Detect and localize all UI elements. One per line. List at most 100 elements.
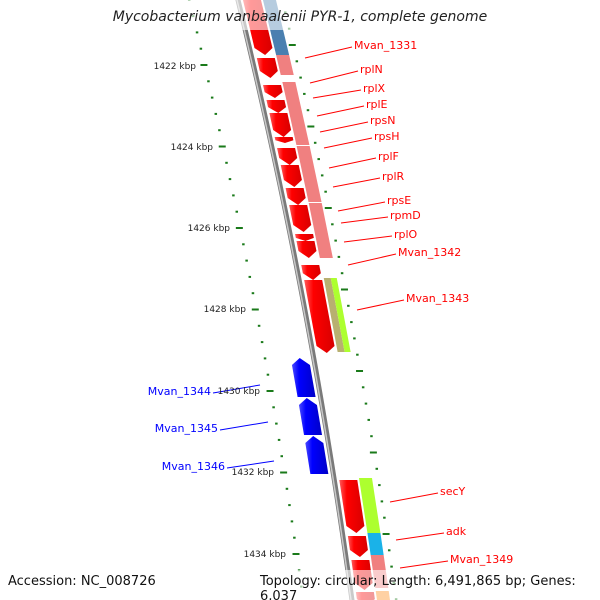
gene-label-rpmd[interactable]: rpmD <box>390 209 421 222</box>
gene-label-rpsh[interactable]: rpsH <box>374 130 400 143</box>
ruler-major-tick <box>200 64 208 66</box>
forward-gene <box>301 265 321 280</box>
forward-gene <box>285 188 306 205</box>
gene-label-mvan-1342[interactable]: Mvan_1342 <box>398 246 462 259</box>
ruler-major-tick <box>292 553 300 555</box>
ruler-minor-tick <box>207 80 210 83</box>
label-connectors <box>212 46 449 569</box>
ruler-minor-tick <box>195 31 199 34</box>
ruler-minor-tick <box>387 549 391 552</box>
label-connector <box>395 532 445 541</box>
ruler-minor-tick <box>225 161 228 164</box>
ruler-minor-tick <box>383 516 386 519</box>
label-connector <box>309 70 359 84</box>
ruler-minor-tick <box>275 422 278 425</box>
ruler-minor-tick <box>257 324 261 327</box>
forward-gene <box>289 205 312 232</box>
reverse-gene <box>298 398 323 435</box>
forward-gene <box>280 165 302 187</box>
ruler-minor-tick <box>306 109 310 112</box>
gene-label-mvan-1346[interactable]: Mvan_1346 <box>161 460 225 473</box>
gene-label-mvan-1344[interactable]: Mvan_1344 <box>147 385 211 398</box>
ruler-minor-tick <box>361 386 365 389</box>
ruler-minor-tick <box>380 500 384 503</box>
ruler-label: 1430 kbp <box>217 387 260 397</box>
label-connector <box>347 253 397 266</box>
label-connector <box>343 235 393 243</box>
ruler-minor-tick <box>334 239 337 242</box>
label-connector <box>399 560 449 569</box>
ruler-minor-tick <box>293 536 296 539</box>
ruler-minor-tick <box>390 565 393 568</box>
gene-label-rplx[interactable]: rplX <box>363 82 386 95</box>
cog-segment <box>358 478 381 533</box>
gene-label-rpln[interactable]: rplN <box>360 63 383 76</box>
label-connector <box>340 216 389 224</box>
ruler-minor-tick <box>378 484 381 487</box>
ruler-minor-tick <box>199 47 203 50</box>
cog-segment <box>276 55 294 75</box>
ruler-minor-tick <box>331 223 334 226</box>
ruler-label: 1428 kbp <box>203 305 246 315</box>
ruler-minor-tick <box>266 373 270 376</box>
ruler-label: 1426 kbp <box>187 224 230 234</box>
label-connector <box>337 201 386 212</box>
gene-label-rple[interactable]: rplE <box>366 98 388 111</box>
ruler-minor-tick <box>290 520 294 523</box>
ruler-minor-tick <box>295 60 299 63</box>
ruler-minor-tick <box>263 357 267 360</box>
map-title: Mycobacterium vanbaalenii PYR-1, complet… <box>112 9 488 25</box>
gene-label-rplr[interactable]: rplR <box>382 170 405 183</box>
ruler-minor-tick <box>251 292 255 295</box>
footer-overlay <box>0 570 600 600</box>
gene-label-mvan-1331[interactable]: Mvan_1331 <box>354 39 418 52</box>
gene-label-rplf[interactable]: rplF <box>378 150 399 163</box>
reverse-gene <box>291 358 316 397</box>
ruler-minor-tick <box>218 129 221 132</box>
gene-label-rpsn[interactable]: rpsN <box>370 114 396 127</box>
gene-label-rpse[interactable]: rpsE <box>387 194 412 207</box>
gene-label-rplo[interactable]: rplO <box>394 228 418 241</box>
ruler-minor-tick <box>288 504 291 507</box>
backbone-line <box>235 0 355 600</box>
ruler-minor-tick <box>356 353 359 356</box>
cog-segment <box>330 278 351 352</box>
ruler-major-tick <box>266 390 274 392</box>
backbone <box>235 0 355 600</box>
ruler-minor-tick <box>347 304 350 307</box>
ruler-minor-tick <box>214 112 218 115</box>
ruler-label: 1422 kbp <box>153 62 196 72</box>
ruler-major-tick <box>288 44 296 46</box>
ruler-label: 1434 kbp <box>243 550 286 560</box>
ruler-minor-tick <box>260 341 264 344</box>
ruler-minor-tick <box>353 337 356 340</box>
gene-label-mvan-1345[interactable]: Mvan_1345 <box>154 422 218 435</box>
ruler-minor-tick <box>367 418 370 421</box>
ruler-minor-tick <box>248 275 252 278</box>
ruler-minor-tick <box>277 438 281 441</box>
gene-label-adk[interactable]: adk <box>446 525 467 538</box>
ruler-major-tick <box>340 288 348 291</box>
cog-segment <box>367 533 384 555</box>
ruler-minor-tick <box>320 174 324 177</box>
label-connector <box>226 460 275 469</box>
ruler-minor-tick <box>210 96 214 99</box>
ruler-minor-tick <box>317 158 320 161</box>
label-connector <box>328 157 377 169</box>
accession-text: Accession: NC_008726 <box>8 574 156 589</box>
gene-label-mvan-1343[interactable]: Mvan_1343 <box>406 292 470 305</box>
ruler-minor-tick <box>299 76 302 79</box>
label-connector <box>319 121 369 133</box>
reverse-gene <box>305 436 329 474</box>
ruler-major-tick <box>356 370 364 372</box>
ruler-major-tick <box>382 533 390 535</box>
label-connector <box>323 137 373 149</box>
ruler-label: 1424 kbp <box>170 143 213 153</box>
ruler-minor-tick <box>303 92 306 95</box>
cog-segment <box>282 82 310 145</box>
ruler-minor-tick <box>370 435 373 438</box>
gene-label-mvan-1349[interactable]: Mvan_1349 <box>450 553 514 566</box>
gene-label-secy[interactable]: secY <box>440 485 466 498</box>
